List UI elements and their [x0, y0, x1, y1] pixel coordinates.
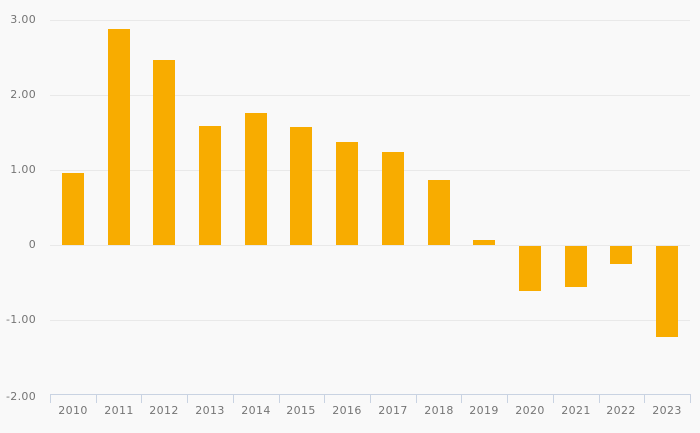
x-axis-tick-label-2021: 2021 [561, 404, 591, 417]
bar-2012[interactable] [153, 60, 175, 245]
x-axis-tick [599, 394, 600, 403]
x-axis-tick-label-2014: 2014 [241, 404, 271, 417]
y-axis-tick-label-3.00: 3.00 [10, 13, 36, 26]
bar-2023[interactable] [656, 246, 678, 337]
bar-2019[interactable] [473, 240, 495, 245]
y-axis-tick-label-1.00: 1.00 [10, 163, 36, 176]
bar-2014[interactable] [245, 113, 267, 245]
bar-2016[interactable] [336, 142, 358, 245]
y-axis-tick-label-0: 0 [28, 238, 36, 251]
bar-2010[interactable] [62, 173, 84, 245]
x-axis-tick [690, 394, 691, 403]
x-axis-tick-label-2023: 2023 [652, 404, 682, 417]
gridline-y-2.00 [50, 95, 690, 96]
x-axis-tick [50, 394, 51, 403]
x-axis-tick [370, 394, 371, 403]
x-axis-tick-label-2016: 2016 [332, 404, 362, 417]
x-axis-tick [507, 394, 508, 403]
y-axis-tick-label--1.00: -1.00 [6, 313, 36, 326]
bar-2015[interactable] [290, 127, 312, 245]
x-axis-tick [233, 394, 234, 403]
x-axis-tick-label-2019: 2019 [469, 404, 499, 417]
bar-2017[interactable] [382, 152, 404, 245]
x-axis-tick [324, 394, 325, 403]
x-axis-tick-label-2012: 2012 [149, 404, 179, 417]
gridline-y--1.00 [50, 320, 690, 321]
x-axis-tick-label-2010: 2010 [58, 404, 88, 417]
x-axis-tick-label-2013: 2013 [195, 404, 225, 417]
bar-2011[interactable] [108, 29, 130, 245]
bar-2018[interactable] [428, 180, 450, 245]
bar-2020[interactable] [519, 246, 541, 291]
gridline-y-0 [50, 245, 690, 246]
x-axis-tick [461, 394, 462, 403]
gridline-y-3.00 [50, 20, 690, 21]
y-axis-tick-label--2.00: -2.00 [6, 390, 36, 403]
x-axis-tick [416, 394, 417, 403]
x-axis-tick-label-2020: 2020 [515, 404, 545, 417]
x-axis-tick-label-2022: 2022 [606, 404, 636, 417]
x-axis-tick-label-2017: 2017 [378, 404, 408, 417]
x-axis-tick-label-2015: 2015 [286, 404, 316, 417]
x-axis-tick [96, 394, 97, 403]
y-axis-tick-label-2.00: 2.00 [10, 88, 36, 101]
x-axis-tick [644, 394, 645, 403]
x-axis-tick [553, 394, 554, 403]
x-axis-tick [141, 394, 142, 403]
bar-2013[interactable] [199, 126, 221, 245]
bar-2022[interactable] [610, 246, 632, 264]
x-axis-tick-label-2018: 2018 [424, 404, 454, 417]
x-axis-tick-label-2011: 2011 [104, 404, 134, 417]
x-axis-tick [279, 394, 280, 403]
gridline-y-1.00 [50, 170, 690, 171]
bar-2021[interactable] [565, 246, 587, 287]
x-axis-tick [187, 394, 188, 403]
